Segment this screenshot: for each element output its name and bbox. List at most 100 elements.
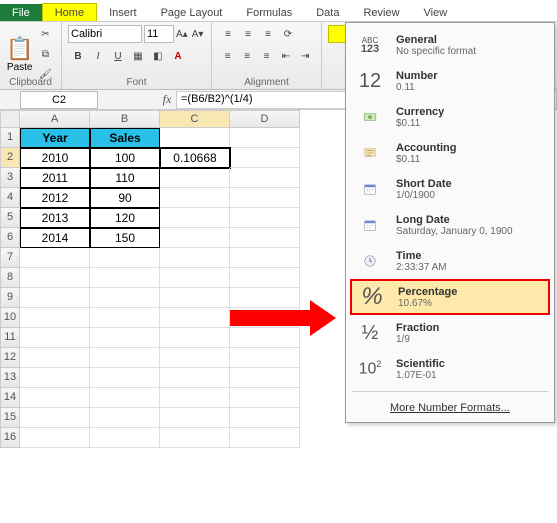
tab-data[interactable]: Data [304,4,351,21]
cell-C8[interactable] [160,268,230,288]
cell-C6[interactable] [160,228,230,248]
cell-C4[interactable] [160,188,230,208]
cell-D12[interactable] [230,348,300,368]
cell-D5[interactable] [230,208,300,228]
cell-A14[interactable] [20,388,90,408]
format-option-percentage[interactable]: %Percentage10.67% [350,279,550,315]
cell-D1[interactable] [230,128,300,148]
cell-B5[interactable]: 120 [90,208,160,228]
cell-A4[interactable]: 2012 [20,188,90,208]
cell-A11[interactable] [20,328,90,348]
copy-button[interactable]: ⧉ [36,45,54,63]
rowhead-7[interactable]: 7 [0,248,20,268]
colhead-b[interactable]: B [90,110,160,128]
format-option-time[interactable]: Time2:33:37 AM [346,243,554,279]
cell-D9[interactable] [230,288,300,308]
cell-C3[interactable] [160,168,230,188]
tab-home[interactable]: Home [42,3,97,21]
rowhead-16[interactable]: 16 [0,428,20,448]
cell-C11[interactable] [160,328,230,348]
rowhead-1[interactable]: 1 [0,128,20,148]
align-right-button[interactable]: ≡ [258,47,275,65]
rowhead-11[interactable]: 11 [0,328,20,348]
tab-insert[interactable]: Insert [97,4,149,21]
cell-D8[interactable] [230,268,300,288]
rowhead-8[interactable]: 8 [0,268,20,288]
format-option-fraction[interactable]: ½Fraction1/9 [346,315,554,351]
cell-A16[interactable] [20,428,90,448]
cell-B13[interactable] [90,368,160,388]
rowhead-3[interactable]: 3 [0,168,20,188]
align-bottom-button[interactable]: ≡ [259,25,277,43]
font-name-select[interactable] [68,25,142,43]
cell-A12[interactable] [20,348,90,368]
more-number-formats[interactable]: More Number Formats... [346,396,554,418]
cell-C5[interactable] [160,208,230,228]
cell-A1[interactable]: Year [20,128,90,148]
rowhead-4[interactable]: 4 [0,188,20,208]
cell-B8[interactable] [90,268,160,288]
cell-B4[interactable]: 90 [90,188,160,208]
rowhead-15[interactable]: 15 [0,408,20,428]
tab-view[interactable]: View [412,4,460,21]
cell-C14[interactable] [160,388,230,408]
colhead-d[interactable]: D [230,110,300,128]
cell-A13[interactable] [20,368,90,388]
fill-color-button[interactable]: ◧ [149,47,167,65]
cell-B14[interactable] [90,388,160,408]
cell-C2[interactable]: 0.10668 [160,148,230,168]
cell-B11[interactable] [90,328,160,348]
cell-A8[interactable] [20,268,90,288]
cell-D16[interactable] [230,428,300,448]
cell-C1[interactable] [160,128,230,148]
format-option-currency[interactable]: Currency$0.11 [346,99,554,135]
rowhead-14[interactable]: 14 [0,388,20,408]
cut-button[interactable]: ✂ [36,25,54,43]
cell-D11[interactable] [230,328,300,348]
cell-C10[interactable] [160,308,230,328]
tab-review[interactable]: Review [351,4,411,21]
rowhead-13[interactable]: 13 [0,368,20,388]
cell-B2[interactable]: 100 [90,148,160,168]
cell-A7[interactable] [20,248,90,268]
cell-A6[interactable]: 2014 [20,228,90,248]
fx-icon[interactable]: fx [158,92,176,107]
cell-D4[interactable] [230,188,300,208]
format-option-long-date[interactable]: Long DateSaturday, January 0, 1900 [346,207,554,243]
orientation-button[interactable]: ⟳ [279,25,297,43]
border-button[interactable]: ▦ [129,47,147,65]
tab-formulas[interactable]: Formulas [234,4,304,21]
cell-A15[interactable] [20,408,90,428]
rowhead-6[interactable]: 6 [0,228,20,248]
decrease-indent-button[interactable]: ⇤ [277,47,294,65]
format-option-number[interactable]: 12Number0.11 [346,63,554,99]
cell-A9[interactable] [20,288,90,308]
cell-A5[interactable]: 2013 [20,208,90,228]
cell-B1[interactable]: Sales [90,128,160,148]
cell-C9[interactable] [160,288,230,308]
increase-indent-button[interactable]: ⇥ [297,47,314,65]
cell-B3[interactable]: 110 [90,168,160,188]
rowhead-2[interactable]: 2 [0,148,20,168]
underline-button[interactable]: U [109,47,127,65]
cell-C16[interactable] [160,428,230,448]
cell-D6[interactable] [230,228,300,248]
cell-B6[interactable]: 150 [90,228,160,248]
cell-B9[interactable] [90,288,160,308]
rowhead-10[interactable]: 10 [0,308,20,328]
cell-C13[interactable] [160,368,230,388]
cell-B12[interactable] [90,348,160,368]
cell-A3[interactable]: 2011 [20,168,90,188]
font-size-select[interactable] [144,25,174,43]
italic-button[interactable]: I [89,47,107,65]
grow-font-button[interactable]: A▴ [175,25,189,43]
cell-A2[interactable]: 2010 [20,148,90,168]
align-center-button[interactable]: ≡ [238,47,255,65]
rowhead-9[interactable]: 9 [0,288,20,308]
rowhead-12[interactable]: 12 [0,348,20,368]
align-middle-button[interactable]: ≡ [239,25,257,43]
cell-B10[interactable] [90,308,160,328]
bold-button[interactable]: B [69,47,87,65]
align-top-button[interactable]: ≡ [219,25,237,43]
cell-C12[interactable] [160,348,230,368]
